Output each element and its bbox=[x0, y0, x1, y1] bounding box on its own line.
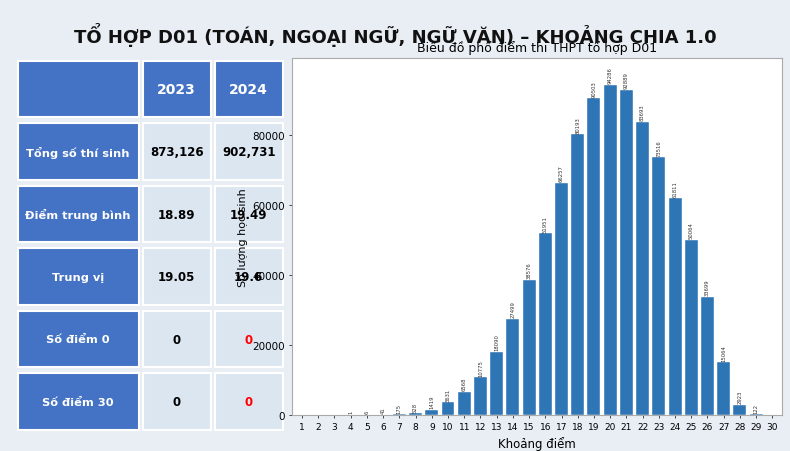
Bar bbox=[717, 362, 730, 415]
Text: 51951: 51951 bbox=[543, 215, 547, 232]
Text: 873,126: 873,126 bbox=[150, 146, 204, 159]
Text: Số điểm 0: Số điểm 0 bbox=[47, 334, 110, 345]
Text: 18090: 18090 bbox=[495, 333, 499, 350]
Text: Tổng số thí sinh: Tổng số thí sinh bbox=[27, 146, 130, 158]
Text: 6568: 6568 bbox=[461, 377, 467, 391]
Bar bbox=[18, 311, 138, 368]
Text: 1419: 1419 bbox=[429, 395, 435, 409]
Text: 2923: 2923 bbox=[737, 390, 743, 403]
Bar bbox=[733, 405, 747, 415]
Bar bbox=[620, 91, 633, 415]
Text: 2024: 2024 bbox=[229, 83, 268, 97]
Bar bbox=[18, 249, 138, 305]
Text: 19.6: 19.6 bbox=[234, 271, 263, 284]
Bar bbox=[393, 414, 406, 415]
Bar bbox=[143, 373, 210, 430]
Text: 902,731: 902,731 bbox=[222, 146, 276, 159]
Text: 15064: 15064 bbox=[721, 344, 726, 361]
Text: 73516: 73516 bbox=[656, 140, 661, 157]
Text: 0: 0 bbox=[173, 333, 181, 346]
Bar bbox=[555, 184, 568, 415]
Bar bbox=[215, 124, 283, 180]
Bar bbox=[588, 99, 600, 415]
Text: 1: 1 bbox=[348, 410, 353, 414]
Bar bbox=[18, 186, 138, 243]
Bar bbox=[604, 86, 617, 415]
Text: Trung vị: Trung vị bbox=[52, 272, 104, 282]
Bar bbox=[523, 280, 536, 415]
Bar bbox=[668, 199, 682, 415]
Bar bbox=[442, 402, 454, 415]
Bar bbox=[539, 234, 551, 415]
Bar bbox=[571, 135, 585, 415]
Bar bbox=[215, 186, 283, 243]
Text: 83693: 83693 bbox=[640, 105, 645, 121]
Text: Số điểm 30: Số điểm 30 bbox=[43, 397, 114, 407]
Text: 0: 0 bbox=[245, 395, 253, 408]
Text: 80193: 80193 bbox=[575, 117, 580, 133]
Bar bbox=[215, 373, 283, 430]
Text: 10775: 10775 bbox=[478, 359, 483, 376]
Text: 50064: 50064 bbox=[689, 222, 694, 239]
Text: 33699: 33699 bbox=[705, 279, 710, 296]
Bar bbox=[143, 186, 210, 243]
Text: 122: 122 bbox=[754, 403, 758, 413]
Title: Biểu đồ phổ điểm thi THPT tổ hợp D01: Biểu đồ phổ điểm thi THPT tổ hợp D01 bbox=[417, 41, 657, 55]
Text: 92889: 92889 bbox=[624, 72, 629, 89]
Text: 0: 0 bbox=[173, 395, 181, 408]
Bar bbox=[457, 392, 471, 415]
Bar bbox=[143, 62, 210, 118]
Bar bbox=[685, 240, 698, 415]
Text: 0: 0 bbox=[245, 333, 253, 346]
Bar bbox=[143, 124, 210, 180]
Bar bbox=[425, 410, 438, 415]
Text: 175: 175 bbox=[397, 403, 402, 413]
Bar bbox=[701, 297, 714, 415]
Text: Điểm trung bình: Điểm trung bình bbox=[25, 208, 131, 221]
Text: 18.89: 18.89 bbox=[158, 208, 195, 221]
Text: 41: 41 bbox=[381, 407, 386, 414]
Bar bbox=[409, 413, 422, 415]
Bar bbox=[18, 124, 138, 180]
Text: 19.05: 19.05 bbox=[158, 271, 195, 284]
Bar bbox=[143, 249, 210, 305]
Text: 38576: 38576 bbox=[527, 262, 532, 279]
Bar bbox=[215, 311, 283, 368]
Bar bbox=[215, 62, 283, 118]
Text: 2023: 2023 bbox=[157, 83, 196, 97]
Text: 66257: 66257 bbox=[559, 165, 564, 182]
Text: 27499: 27499 bbox=[510, 301, 515, 318]
X-axis label: Khoảng điểm: Khoảng điểm bbox=[498, 436, 576, 450]
Bar bbox=[653, 158, 665, 415]
Text: 528: 528 bbox=[413, 401, 418, 412]
Bar bbox=[18, 62, 138, 118]
Bar bbox=[215, 249, 283, 305]
Text: 19.49: 19.49 bbox=[230, 208, 268, 221]
Text: 90503: 90503 bbox=[592, 81, 596, 97]
Bar bbox=[490, 352, 503, 415]
Bar bbox=[18, 373, 138, 430]
Text: 61811: 61811 bbox=[672, 181, 678, 198]
Bar bbox=[506, 319, 519, 415]
Bar bbox=[474, 377, 487, 415]
Text: 6: 6 bbox=[364, 410, 370, 414]
Bar bbox=[143, 311, 210, 368]
Text: TỔ HỢP D01 (TOÁN, NGOẠI NGỮ, NGỮ VĂN) – KHOẢNG CHIA 1.0: TỔ HỢP D01 (TOÁN, NGOẠI NGỮ, NGỮ VĂN) – … bbox=[73, 23, 717, 46]
Bar bbox=[636, 123, 649, 415]
Text: 94286: 94286 bbox=[608, 67, 613, 84]
Y-axis label: Số lượng học sinh: Số lượng học sinh bbox=[237, 188, 248, 286]
Text: 3631: 3631 bbox=[446, 387, 450, 401]
